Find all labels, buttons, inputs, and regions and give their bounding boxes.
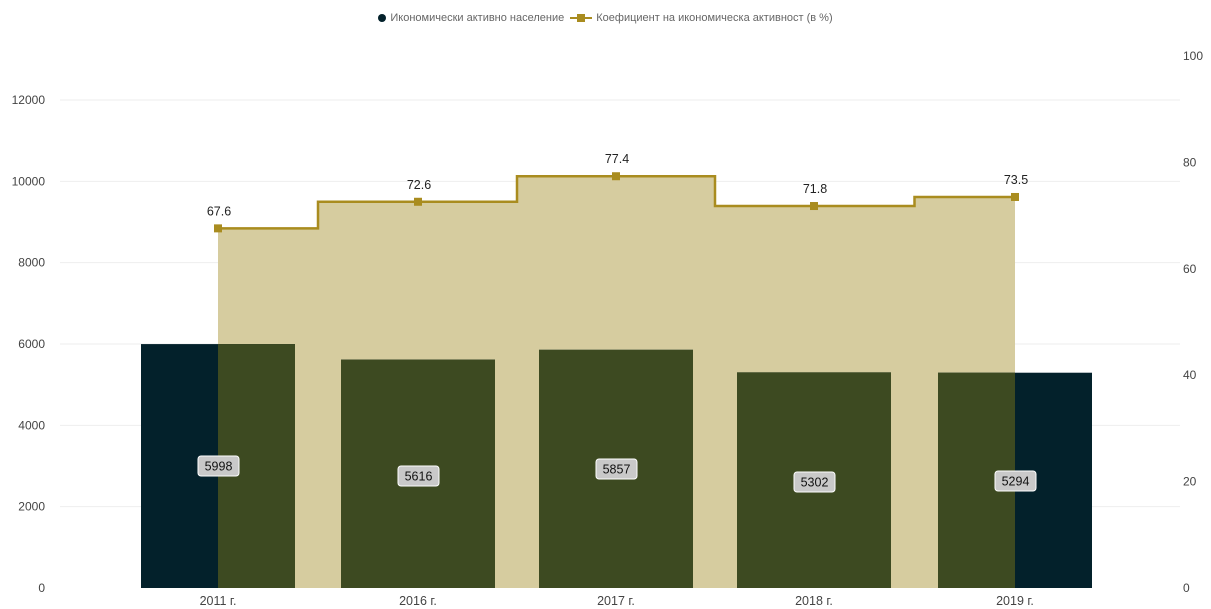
y-left-tick-label: 12000 [12, 93, 46, 107]
bar-data-label: 5616 [405, 470, 433, 484]
y-right-tick-label: 20 [1183, 475, 1197, 489]
legend-marker-line [570, 14, 593, 22]
coefficient-marker [214, 224, 222, 233]
coefficient-data-label: 71.8 [803, 182, 827, 196]
y-left-tick-label: 10000 [12, 174, 46, 188]
coefficient-data-label: 67.6 [207, 204, 231, 218]
y-right-tick-label: 0 [1183, 581, 1190, 595]
y-right-tick-label: 60 [1183, 262, 1197, 276]
y-left-tick-label: 8000 [18, 256, 45, 270]
bar-label-box [397, 465, 440, 487]
x-tick-label: 2017 г. [597, 594, 635, 608]
x-tick-label: 2019 г. [996, 594, 1034, 608]
legend: Икономически активно население Коефициен… [0, 12, 1211, 24]
bar-data-label: 5302 [801, 476, 829, 490]
coefficient-data-label: 77.4 [605, 152, 629, 166]
y-right-tick-label: 40 [1183, 368, 1197, 382]
bar-data-label: 5998 [205, 460, 233, 474]
bar-data-label: 5294 [1002, 475, 1030, 489]
coefficient-marker [1011, 192, 1019, 201]
y-right-tick-label: 100 [1183, 49, 1203, 63]
bar-data-label: 5857 [603, 463, 631, 477]
legend-label-line: Коефициент на икономическа активност (в … [596, 12, 833, 24]
legend-marker-bars [378, 14, 387, 22]
y-left-tick-label: 6000 [18, 337, 45, 351]
legend-item-line[interactable]: Коефициент на икономическа активност (в … [570, 12, 833, 24]
coefficient-marker [414, 197, 422, 206]
legend-label-bars: Икономически активно население [390, 12, 565, 24]
bar-label-box [994, 470, 1037, 492]
coefficient-data-label: 73.5 [1004, 173, 1028, 187]
x-tick-label: 2018 г. [795, 594, 833, 608]
bar-label-box [793, 471, 836, 493]
coefficient-marker [612, 172, 620, 181]
y-left-tick-label: 2000 [18, 500, 45, 514]
x-tick-label: 2016 г. [399, 594, 437, 608]
coefficient-marker [810, 202, 818, 211]
legend-item-bars[interactable]: Икономически активно население [378, 12, 564, 24]
coefficient-data-label: 72.6 [407, 178, 431, 192]
y-left-tick-label: 0 [38, 581, 45, 595]
y-left-tick-label: 4000 [18, 418, 45, 432]
bar-label-box [197, 455, 240, 477]
x-tick-label: 2011 г. [200, 594, 237, 608]
bar-label-box [595, 458, 638, 480]
y-right-tick-label: 80 [1183, 155, 1197, 169]
